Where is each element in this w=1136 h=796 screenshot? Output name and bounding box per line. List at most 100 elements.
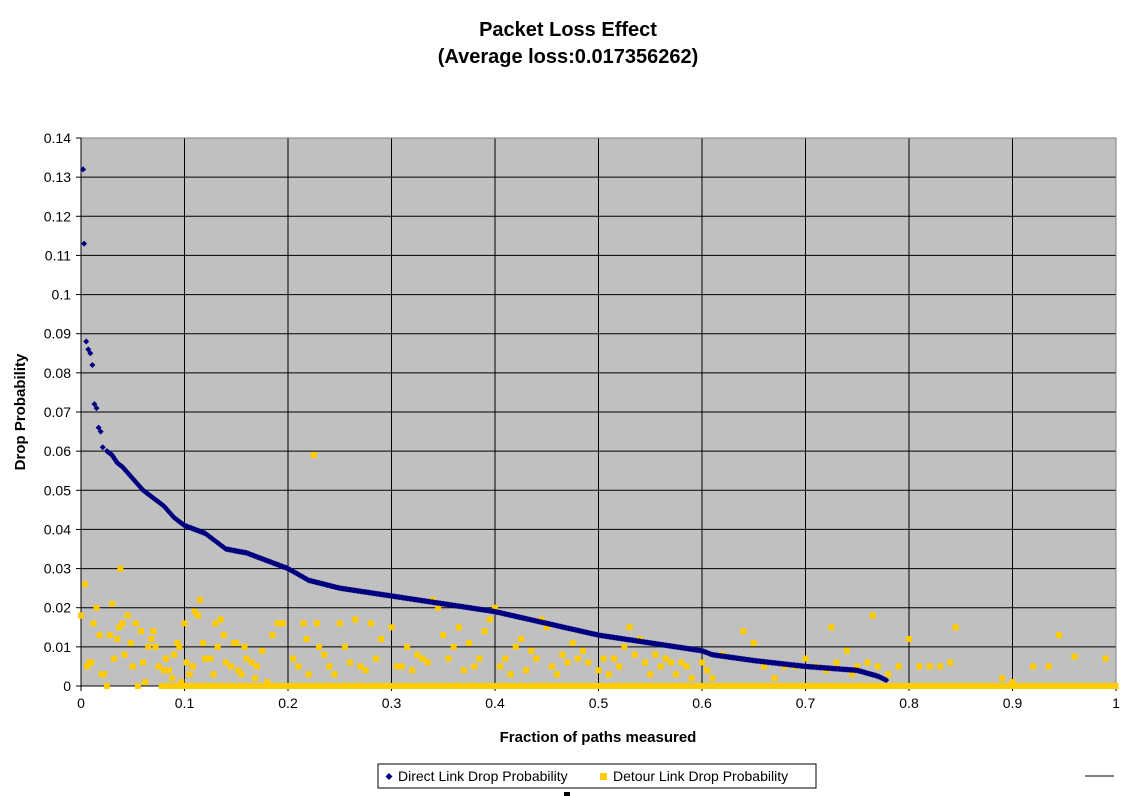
detour-point: [906, 636, 912, 643]
direct-point: [80, 166, 87, 173]
detour-point: [1030, 663, 1037, 670]
detour-point: [999, 675, 1006, 682]
detour-point: [207, 655, 214, 662]
detour-point: [174, 639, 181, 646]
detour-point: [189, 663, 196, 670]
detour-point: [528, 647, 535, 654]
detour-point: [579, 647, 586, 654]
detour-point: [833, 659, 840, 666]
series-detour-link: [78, 452, 1119, 689]
detour-point: [310, 452, 317, 459]
detour-point: [393, 663, 400, 670]
detour-point: [305, 671, 312, 678]
direct-point: [99, 444, 106, 451]
legend: Direct Link Drop Probability Detour Link…: [377, 763, 817, 789]
detour-point: [621, 643, 628, 650]
detour-point: [595, 667, 602, 674]
detour-point: [533, 655, 540, 662]
detour-point: [82, 581, 89, 588]
detour-point: [274, 620, 281, 627]
detour-point: [331, 671, 338, 678]
detour-point: [409, 667, 416, 674]
y-tick-label: 0.03: [44, 561, 71, 577]
y-tick-label: 0.01: [44, 639, 71, 655]
detour-point: [279, 620, 286, 627]
detour-point: [1045, 663, 1052, 670]
detour-point: [378, 636, 385, 643]
detour-point: [543, 624, 550, 631]
detour-point: [228, 663, 235, 670]
detour-point: [440, 632, 447, 639]
detour-point: [326, 663, 333, 670]
y-tick-label: 0.05: [44, 482, 71, 498]
detour-point: [367, 620, 374, 627]
direct-point: [89, 362, 96, 369]
detour-point: [678, 659, 685, 666]
detour-point: [191, 608, 198, 615]
x-tick-label: 0.5: [589, 695, 609, 711]
detour-point: [435, 604, 442, 611]
gridlines: [81, 137, 1116, 686]
detour-point: [217, 616, 224, 623]
detour-point: [419, 655, 426, 662]
detour-point: [564, 659, 571, 666]
detour-point: [248, 659, 255, 666]
detour-point: [295, 663, 302, 670]
detour-point: [611, 655, 618, 662]
detour-point: [96, 632, 103, 639]
detour-point: [843, 647, 850, 654]
legend-diamond-marker: [385, 773, 393, 780]
detour-point: [709, 675, 716, 682]
detour-point: [116, 624, 123, 631]
detour-point: [264, 679, 271, 686]
detour-point: [220, 632, 227, 639]
detour-point: [616, 663, 623, 670]
detour-point: [404, 643, 411, 650]
detour-point: [704, 667, 711, 674]
y-tick-label: 0.04: [44, 521, 71, 537]
detour-point: [140, 659, 147, 666]
detour-point: [138, 628, 145, 635]
detour-point: [828, 624, 835, 631]
detour-point: [476, 655, 483, 662]
detour-point: [183, 659, 190, 666]
detour-point: [1009, 679, 1016, 686]
legend-box: [377, 763, 817, 789]
detour-point: [559, 651, 566, 658]
detour-point: [114, 636, 121, 643]
detour-point: [84, 663, 91, 670]
direct-point: [87, 350, 94, 357]
x-tick-label: 0: [77, 695, 85, 711]
detour-point: [683, 663, 690, 670]
detour-point: [233, 639, 240, 646]
legend-label-direct: Direct Link Drop Probability: [398, 768, 568, 784]
detour-point: [512, 643, 519, 650]
detour-point: [667, 659, 674, 666]
detour-point: [129, 663, 136, 670]
series-direct-link: [80, 166, 890, 684]
y-tick-label: 0.06: [44, 443, 71, 459]
detour-point: [771, 675, 778, 682]
detour-point: [947, 659, 954, 666]
detour-point: [158, 683, 165, 689]
detour-point: [181, 620, 188, 627]
decoration-mark: [564, 792, 570, 796]
detour-point: [93, 604, 100, 611]
detour-point: [492, 604, 498, 611]
detour-point: [869, 612, 876, 619]
detour-point: [548, 663, 555, 670]
y-axis: 0 0.01 0.02 0.03 0.04 0.05 0.06 0.07 0.08 0.09 0.1…: [44, 130, 82, 694]
detour-point: [285, 683, 291, 689]
detour-point: [372, 655, 379, 662]
detour-point: [134, 683, 141, 689]
detour-point: [517, 636, 524, 643]
detour-point: [885, 671, 892, 678]
detour-point: [626, 624, 633, 631]
detour-point: [321, 651, 328, 658]
detour-point: [111, 655, 118, 662]
detour-point: [210, 671, 217, 678]
detour-point: [574, 655, 581, 662]
x-tick-label: 0.7: [796, 695, 816, 711]
detour-point: [352, 616, 359, 623]
